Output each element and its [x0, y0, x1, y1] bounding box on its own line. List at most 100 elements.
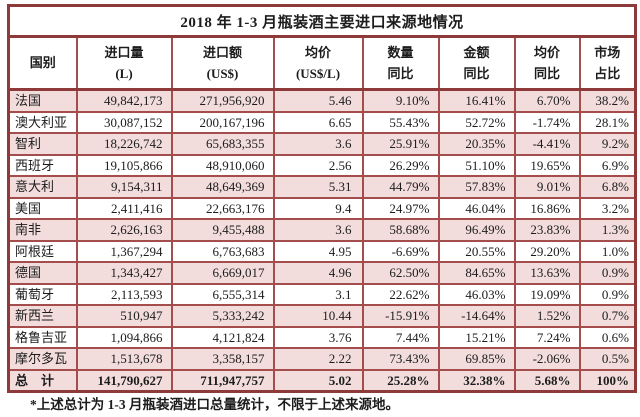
cell-avg-price: 4.96	[272, 261, 364, 285]
cell-country: 澳大利亚	[7, 110, 78, 134]
col-header-volume: 进口量 (L)	[75, 35, 173, 91]
cell-value: 3,358,157	[170, 347, 275, 371]
header-line2: 同比	[533, 66, 560, 81]
cell-price-yoy: 23.83%	[513, 218, 581, 242]
cell-share: 28.1%	[578, 110, 637, 134]
cell-share: 38.2%	[578, 88, 637, 113]
cell-value: 4,121,824	[170, 325, 275, 349]
table-row: 法国 49,842,173 271,956,920 5.46 9.10% 16.…	[7, 88, 637, 113]
cell-avg-price: 3.1	[272, 282, 364, 306]
cell-price-yoy: 9.01%	[513, 175, 581, 199]
cell-country: 摩尔多瓦	[7, 347, 78, 371]
total-row: 总 计 141,790,627 711,947,757 5.02 25.28% …	[7, 368, 637, 393]
cell-volume: 2,411,416	[75, 196, 173, 220]
cell-amt-yoy: 51.10%	[437, 153, 516, 177]
cell-avg-price: 5.02	[272, 368, 364, 393]
cell-volume: 1,367,294	[75, 239, 173, 263]
cell-country: 葡萄牙	[7, 282, 78, 306]
col-header-value: 进口额 (US$)	[170, 35, 275, 91]
cell-avg-price: 2.56	[272, 153, 364, 177]
cell-country: 意大利	[7, 175, 78, 199]
header-line1: 市场	[594, 44, 621, 60]
cell-value: 5,333,242	[170, 304, 275, 328]
footnote: *上述总计为 1-3 月瓶装酒进口总量统计，不限于上述来源地。	[30, 397, 399, 412]
cell-amt-yoy: 52.72%	[437, 110, 516, 134]
header-line2: 占比	[594, 66, 621, 81]
cell-price-yoy: -1.74%	[513, 110, 581, 134]
cell-country: 格鲁吉亚	[7, 325, 78, 349]
cell-country: 智利	[7, 132, 78, 156]
cell-avg-price: 3.6	[272, 218, 364, 242]
cell-price-yoy: 19.09%	[513, 282, 581, 306]
cell-share: 1.3%	[578, 218, 637, 242]
cell-volume: 1,343,427	[75, 261, 173, 285]
header-line1: 数量	[387, 44, 414, 60]
header-line1: 进口量	[104, 44, 144, 60]
cell-volume: 30,087,152	[75, 110, 173, 134]
cell-price-yoy: 7.24%	[513, 325, 581, 349]
cell-value: 6,669,017	[170, 261, 275, 285]
cell-volume: 1,094,866	[75, 325, 173, 349]
cell-amt-yoy: -14.64%	[437, 304, 516, 328]
cell-amt-yoy: 46.03%	[437, 282, 516, 306]
cell-price-yoy: 1.52%	[513, 304, 581, 328]
cell-price-yoy: 29.20%	[513, 239, 581, 263]
cell-volume: 18,226,742	[75, 132, 173, 156]
cell-amt-yoy: 20.55%	[437, 239, 516, 263]
col-header-price-yoy: 均价 同比	[513, 35, 581, 91]
cell-volume: 141,790,627	[75, 368, 173, 393]
header-line1: 国别	[29, 55, 56, 71]
table-row: 新西兰 510,947 5,333,242 10.44 -15.91% -14.…	[7, 304, 637, 328]
cell-amt-yoy: 69.85%	[437, 347, 516, 371]
cell-share: 0.9%	[578, 261, 637, 285]
cell-value: 9,455,488	[170, 218, 275, 242]
cell-avg-price: 4.95	[272, 239, 364, 263]
cell-amt-yoy: 20.35%	[437, 132, 516, 156]
cell-qty-yoy: 62.50%	[361, 261, 440, 285]
cell-value: 48,910,060	[170, 153, 275, 177]
col-header-avg-price: 均价 (US$/L)	[272, 35, 364, 91]
cell-price-yoy: 6.70%	[513, 88, 581, 113]
cell-avg-price: 6.65	[272, 110, 364, 134]
table-row: 智利 18,226,742 65,683,355 3.6 25.91% 20.3…	[7, 132, 637, 156]
cell-price-yoy: 13.63%	[513, 261, 581, 285]
cell-qty-yoy: 26.29%	[361, 153, 440, 177]
cell-price-yoy: -2.06%	[513, 347, 581, 371]
cell-amt-yoy: 57.83%	[437, 175, 516, 199]
cell-volume: 1,513,678	[75, 347, 173, 371]
header-line1: 均价	[304, 44, 331, 60]
cell-qty-yoy: 55.43%	[361, 110, 440, 134]
cell-amt-yoy: 32.38%	[437, 368, 516, 393]
cell-price-yoy: -4.41%	[513, 132, 581, 156]
cell-amt-yoy: 46.04%	[437, 196, 516, 220]
title-row: 2018 年 1-3 月瓶装酒主要进口来源地情况	[7, 4, 637, 38]
cell-volume: 19,105,866	[75, 153, 173, 177]
cell-avg-price: 3.6	[272, 132, 364, 156]
cell-qty-yoy: -15.91%	[361, 304, 440, 328]
cell-volume: 510,947	[75, 304, 173, 328]
cell-amt-yoy: 16.41%	[437, 88, 516, 113]
cell-share: 1.0%	[578, 239, 637, 263]
cell-country: 新西兰	[7, 304, 78, 328]
cell-share: 0.9%	[578, 282, 637, 306]
cell-avg-price: 2.22	[272, 347, 364, 371]
cell-volume: 49,842,173	[75, 88, 173, 113]
cell-share: 0.6%	[578, 325, 637, 349]
cell-country: 阿根廷	[7, 239, 78, 263]
header-line1: 进口额	[202, 44, 242, 60]
cell-price-yoy: 5.68%	[513, 368, 581, 393]
cell-country: 法国	[7, 88, 78, 113]
cell-avg-price: 10.44	[272, 304, 364, 328]
cell-qty-yoy: 73.43%	[361, 347, 440, 371]
table-row: 南非 2,626,163 9,455,488 3.6 58.68% 96.49%…	[7, 218, 637, 242]
header-line1: 金额	[463, 44, 490, 60]
cell-qty-yoy: 7.44%	[361, 325, 440, 349]
table-row: 德国 1,343,427 6,669,017 4.96 62.50% 84.65…	[7, 261, 637, 285]
cell-share: 3.2%	[578, 196, 637, 220]
cell-volume: 9,154,311	[75, 175, 173, 199]
table-title: 2018 年 1-3 月瓶装酒主要进口来源地情况	[7, 4, 637, 38]
cell-amt-yoy: 15.21%	[437, 325, 516, 349]
cell-country: 西班牙	[7, 153, 78, 177]
cell-value: 22,663,176	[170, 196, 275, 220]
